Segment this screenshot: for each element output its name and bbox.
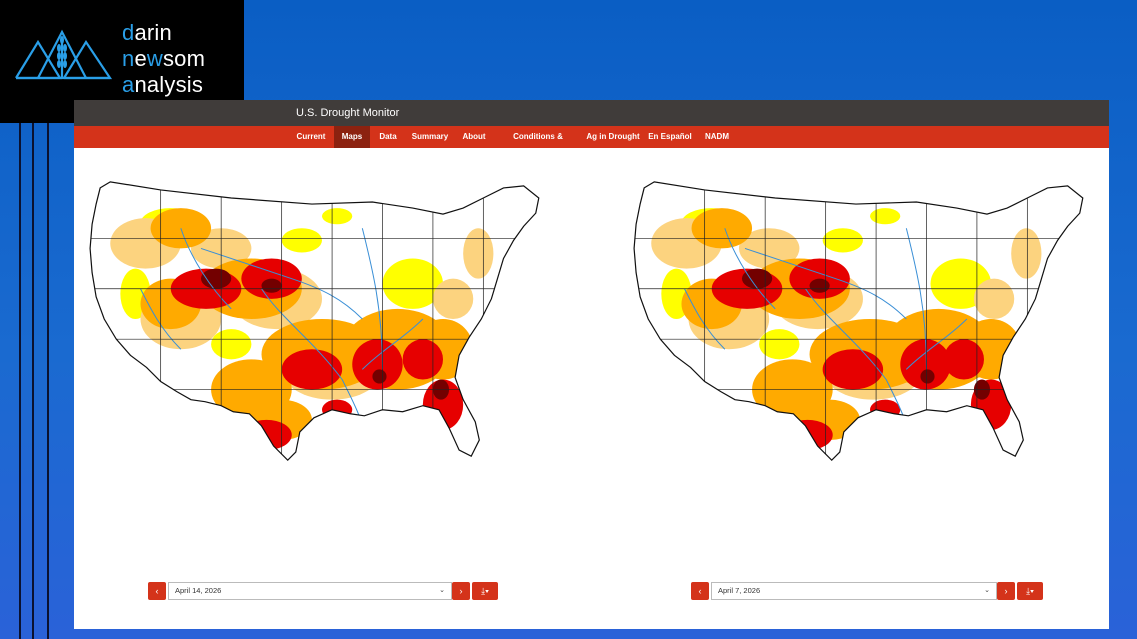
drought-area-d1 (1011, 228, 1042, 279)
nav-summary[interactable]: Summary (411, 132, 449, 141)
drought-area-d3 (782, 419, 833, 451)
drought-area-d4 (261, 278, 282, 293)
drought-area-d0 (822, 228, 863, 253)
main-nav: Current Maps Data Summary About Conditio… (74, 126, 1109, 163)
drought-area-d3 (900, 339, 951, 390)
drought-area-d0 (382, 258, 443, 309)
drought-area-d3 (322, 399, 353, 420)
drought-area-d1 (432, 278, 474, 319)
site-title[interactable]: U.S. Drought Monitor (296, 107, 400, 119)
us-drought-map (89, 181, 540, 462)
download-button[interactable]: ⤓▾ (472, 582, 498, 600)
prev-date-button[interactable]: ‹ (148, 582, 166, 600)
drought-monitor-panel: U.S. Drought Monitor Current Maps Data S… (74, 100, 1109, 629)
decorative-rule (19, 118, 21, 639)
river (905, 228, 928, 370)
drought-area-d4 (201, 268, 232, 289)
river (361, 228, 384, 370)
drought-area-d0 (870, 208, 901, 225)
river (140, 288, 182, 350)
drought-area-d4 (809, 278, 830, 293)
date-picker: ‹ April 14, 2026 ⌄ › ⤓▾ (148, 582, 500, 600)
river (905, 318, 968, 370)
nav-ag-in-drought[interactable]: Ag in Drought (586, 132, 640, 141)
brand-line: newsom (122, 46, 206, 71)
us-border (89, 181, 540, 462)
next-date-button[interactable]: › (997, 582, 1015, 600)
nav-nadm[interactable]: NADM (705, 132, 729, 141)
drought-area-d2 (691, 208, 753, 249)
chevron-right-icon: › (1004, 586, 1008, 596)
download-button[interactable]: ⤓▾ (1017, 582, 1043, 600)
site-header: U.S. Drought Monitor (74, 100, 1109, 126)
wheat-mountains-icon (15, 29, 113, 80)
river (361, 318, 424, 370)
drought-area-d3 (402, 339, 443, 380)
nav-en-espanol[interactable]: En Español (648, 132, 692, 141)
drought-area-d1 (463, 228, 494, 279)
drought-area-d0 (322, 208, 353, 225)
us-border (633, 181, 1084, 462)
nav-data[interactable]: Data (379, 132, 397, 141)
date-select[interactable]: April 7, 2026 ⌄ (711, 582, 997, 600)
drought-area-d0 (281, 228, 322, 253)
drought-area-d4 (372, 369, 387, 384)
river (724, 228, 776, 310)
drought-area-d1 (973, 278, 1015, 319)
nav-conditions-outlooks[interactable]: Conditions & Outlooks (513, 132, 563, 163)
river (200, 247, 363, 320)
river (744, 247, 907, 320)
decorative-rule (47, 118, 49, 639)
drought-area-d4 (741, 268, 773, 289)
chevron-right-icon: › (459, 586, 463, 596)
chevron-left-icon: ‹ (698, 586, 702, 596)
river (684, 288, 726, 350)
brand-line: analysis (122, 72, 204, 97)
us-drought-map (633, 181, 1084, 462)
river (180, 228, 232, 310)
drought-area-d4 (920, 369, 935, 384)
drought-map-previous (624, 164, 1108, 474)
date-select[interactable]: April 14, 2026 ⌄ (168, 582, 452, 600)
drought-map-current (80, 164, 564, 474)
chevron-left-icon: ‹ (155, 586, 159, 596)
prev-date-button[interactable]: ‹ (691, 582, 709, 600)
decorative-rule (32, 118, 34, 639)
date-picker: ‹ April 7, 2026 ⌄ › ⤓▾ (691, 582, 1043, 600)
next-date-button[interactable]: › (452, 582, 470, 600)
drought-area-d0 (759, 329, 800, 360)
drought-area-d3 (870, 399, 901, 420)
drought-area-d3 (281, 349, 343, 390)
nav-maps[interactable]: Maps (334, 126, 370, 148)
nav-current[interactable]: Current (296, 132, 326, 141)
drought-area-d3 (352, 339, 403, 390)
download-icon: ⤓▾ (1026, 586, 1034, 596)
chevron-down-icon: ⌄ (984, 587, 990, 594)
brand-line: darin (122, 20, 172, 45)
drought-area-d0 (211, 329, 252, 360)
drought-area-d3 (943, 339, 984, 380)
drought-area-d3 (822, 349, 884, 390)
download-icon: ⤓▾ (481, 586, 489, 596)
nav-about[interactable]: About (462, 132, 486, 141)
chevron-down-icon: ⌄ (439, 587, 445, 594)
